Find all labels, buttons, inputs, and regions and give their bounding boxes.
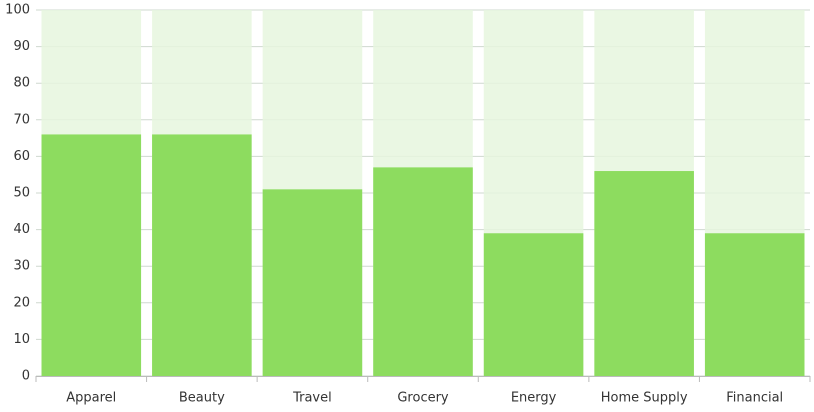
bar	[152, 134, 252, 376]
x-tick-label: Grocery	[397, 391, 449, 406]
bar	[704, 233, 805, 376]
x-tick-label: Apparel	[66, 391, 116, 406]
y-tick-label: 60	[13, 149, 30, 164]
y-tick-label: 90	[13, 39, 30, 54]
bar	[594, 171, 694, 376]
y-tick-label: 100	[5, 3, 30, 18]
y-tick-label: 50	[13, 186, 30, 201]
bar	[373, 167, 473, 376]
y-tick-label: 20	[13, 295, 30, 310]
y-tick-label: 40	[13, 222, 30, 237]
bar	[41, 134, 142, 376]
bar	[262, 189, 363, 376]
x-tick-label: Travel	[292, 391, 332, 406]
y-tick-label: 0	[22, 369, 30, 384]
x-tick-label: Home Supply	[601, 391, 688, 406]
bar	[483, 233, 584, 376]
x-tick-label: Energy	[511, 391, 557, 406]
x-tick-label: Beauty	[179, 391, 225, 406]
y-tick-label: 10	[13, 332, 30, 347]
y-tick-label: 30	[13, 259, 30, 274]
y-tick-label: 80	[13, 76, 30, 91]
y-tick-label: 70	[13, 112, 30, 127]
x-tick-label: Financial	[726, 391, 783, 406]
